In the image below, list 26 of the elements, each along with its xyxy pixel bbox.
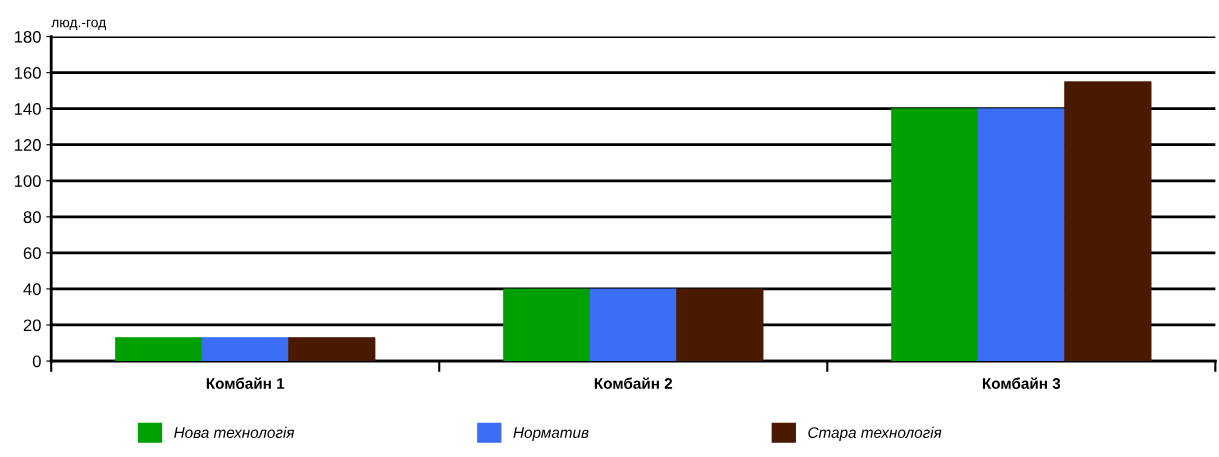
y-tick-label: 160 xyxy=(14,67,41,79)
y-tick-label: 100 xyxy=(14,175,41,187)
y-axis-title: люд.-год xyxy=(51,19,107,30)
y-tick-label: 80 xyxy=(23,211,41,224)
bar xyxy=(503,288,591,362)
bar xyxy=(115,337,203,362)
legend-label: Стара технологія xyxy=(808,426,942,441)
y-tick-label: 0 xyxy=(32,355,41,368)
bar xyxy=(676,288,764,362)
x-tick-label: Комбайн 2 xyxy=(594,377,673,389)
x-tick-label: Комбайн 1 xyxy=(206,377,285,389)
bar xyxy=(288,337,376,362)
y-tick-label: 120 xyxy=(14,139,41,151)
y-tick-label: 180 xyxy=(14,30,41,43)
legend-label: Норматив xyxy=(513,427,589,441)
x-tick-label: Комбайн 3 xyxy=(982,377,1061,389)
y-tick-label: 20 xyxy=(23,319,41,332)
bar xyxy=(201,337,289,362)
bar xyxy=(891,108,979,362)
bar xyxy=(977,108,1065,362)
y-tick-label: 40 xyxy=(23,283,41,296)
y-tick-label: 140 xyxy=(14,103,41,115)
y-tick-label: 60 xyxy=(23,247,41,260)
legend-label: Нова технологія xyxy=(174,426,295,438)
bar xyxy=(1064,81,1152,362)
bar xyxy=(589,288,677,362)
